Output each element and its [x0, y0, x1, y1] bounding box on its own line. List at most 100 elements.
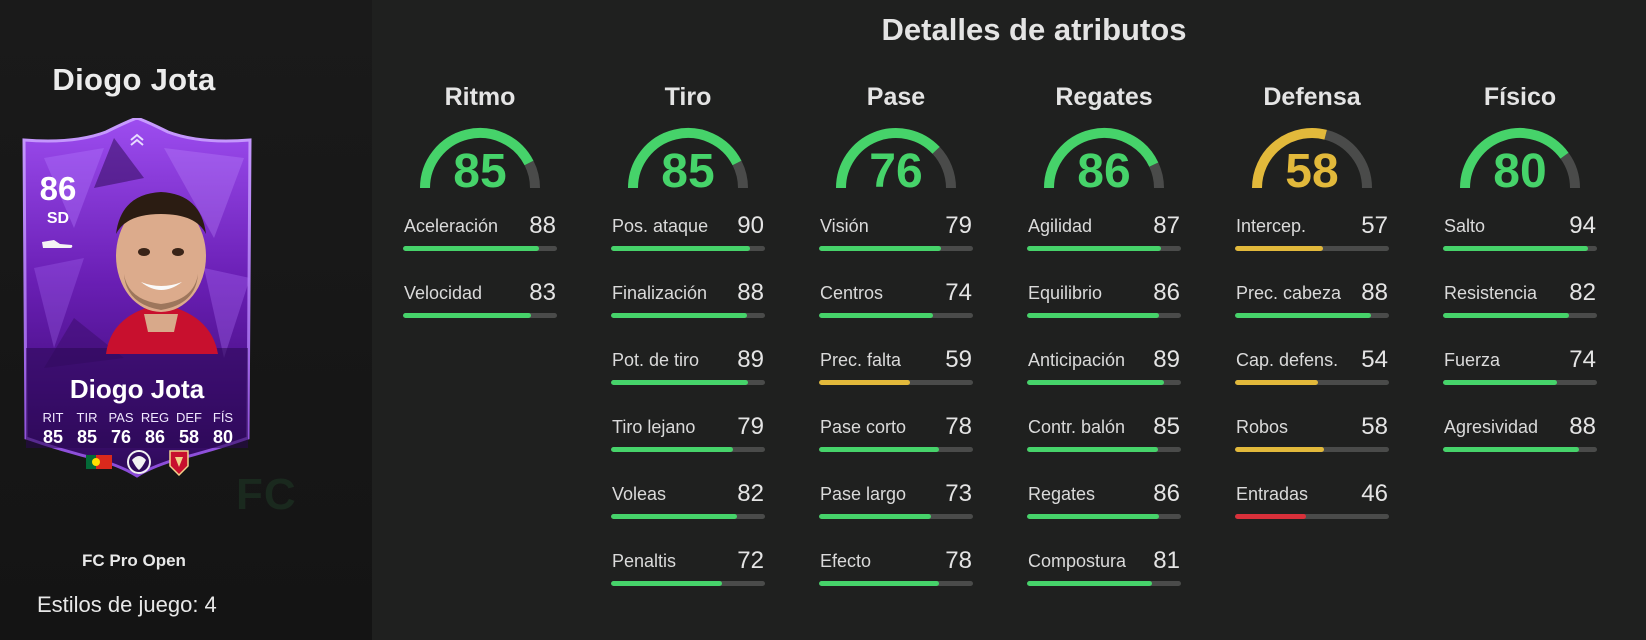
attribute-row[interactable]: Pase corto 78 — [816, 412, 976, 479]
attribute-bar — [819, 246, 973, 251]
attribute-row[interactable]: Resistencia 82 — [1440, 278, 1600, 345]
attribute-bar-fill — [1235, 447, 1325, 452]
attribute-bar-fill — [819, 380, 910, 385]
attribute-row[interactable]: Agresividad 88 — [1440, 412, 1600, 479]
attribute-name: Entradas — [1236, 484, 1309, 504]
attribute-row[interactable]: Prec. falta 59 — [816, 345, 976, 412]
attribute-value: 74 — [945, 279, 972, 306]
category-value: 85 — [661, 145, 715, 198]
attribute-bar-fill — [819, 514, 932, 519]
attribute-value: 83 — [529, 279, 556, 306]
attribute-row[interactable]: Efecto 78 — [816, 546, 976, 613]
attribute-row[interactable]: Aceleración 88 — [400, 211, 560, 278]
attribute-bar-fill — [1027, 313, 1160, 318]
attribute-bar-fill — [611, 246, 750, 251]
attribute-row[interactable]: Fuerza 74 — [1440, 345, 1600, 412]
attribute-value: 79 — [945, 212, 972, 239]
attribute-bar-fill — [819, 313, 933, 318]
attribute-bar-fill — [611, 313, 747, 318]
gauge-arc — [420, 128, 540, 189]
attribute-value: 81 — [1153, 547, 1180, 574]
attribute-bar-fill — [819, 581, 940, 586]
attribute-row[interactable]: Visión 79 — [816, 211, 976, 278]
attribute-row[interactable]: Pos. ataque 90 — [608, 211, 768, 278]
card-stat-rit: RIT 85 — [36, 410, 70, 448]
gauge-arc — [1460, 128, 1580, 189]
attribute-value: 46 — [1361, 480, 1388, 507]
attribute-bar-fill — [1235, 514, 1306, 519]
attribute-details-panel: Detalles de atributos Ritmo 85 Aceleración… — [372, 0, 1646, 640]
card-stat-value: 76 — [110, 427, 132, 447]
gauge-arc — [1044, 128, 1164, 189]
category-regates: Regates 86 Agilidad 87 Equilibrio 86 Anticipac… — [1024, 80, 1184, 613]
player-card[interactable]: 86 SD Diogo Jota RIT 85 TIR 85 — [14, 118, 260, 490]
attribute-row[interactable]: Contr. balón 85 — [1024, 412, 1184, 479]
attribute-bar-fill — [1443, 380, 1557, 385]
attribute-row[interactable]: Entradas 46 — [1232, 479, 1392, 546]
gauge-fill — [1044, 128, 1159, 189]
attribute-bar — [403, 246, 557, 251]
attribute-bar — [819, 514, 973, 519]
attribute-row[interactable]: Salto 94 — [1440, 211, 1600, 278]
category-value: 80 — [1493, 145, 1547, 198]
attribute-row[interactable]: Robos 58 — [1232, 412, 1392, 479]
attribute-name: Agilidad — [1028, 216, 1093, 236]
category-fisico: Físico 80 Salto 94 Resistencia 82 Fuerza 74 Agre… — [1440, 80, 1600, 479]
attribute-row[interactable]: Pot. de tiro 89 — [608, 345, 768, 412]
category-gauge: 85 — [623, 124, 753, 198]
attribute-name: Tiro lejano — [612, 417, 696, 437]
attribute-name: Centros — [820, 283, 884, 303]
attribute-bar-fill — [1443, 447, 1579, 452]
attribute-row[interactable]: Voleas 82 — [608, 479, 768, 546]
attribute-row[interactable]: Tiro lejano 79 — [608, 412, 768, 479]
attribute-bar-fill — [403, 313, 531, 318]
category-title: Pase — [866, 83, 926, 111]
card-stat-label: FÍS — [212, 410, 234, 425]
attribute-row[interactable]: Regates 86 — [1024, 479, 1184, 546]
attribute-name: Penaltis — [612, 551, 677, 571]
attribute-row[interactable]: Compostura 81 — [1024, 546, 1184, 613]
player-panel: Diogo Jota — [0, 0, 372, 640]
category-gauge: 80 — [1455, 124, 1585, 198]
category-defensa: Defensa 58 Intercep. 57 Prec. cabeza 88 Cap. d… — [1232, 80, 1392, 546]
attribute-value: 89 — [737, 346, 764, 373]
attribute-bar-fill — [819, 246, 941, 251]
playstyles-count[interactable]: Estilos de juego: 4 — [37, 592, 217, 617]
card-stat-label: TIR — [76, 410, 98, 425]
attribute-row[interactable]: Velocidad 83 — [400, 278, 560, 345]
attribute-name: Pase largo — [820, 484, 907, 504]
attribute-row[interactable]: Prec. cabeza 88 — [1232, 278, 1392, 345]
attribute-value: 59 — [945, 346, 972, 373]
attribute-row[interactable]: Anticipación 89 — [1024, 345, 1184, 412]
attribute-row[interactable]: Penaltis 72 — [608, 546, 768, 613]
attribute-row[interactable]: Agilidad 87 — [1024, 211, 1184, 278]
attribute-row[interactable]: Finalización 88 — [608, 278, 768, 345]
attribute-bar-fill — [403, 246, 539, 251]
category-pase: Pase 76 Visión 79 Centros 74 Prec. falta 59 Pase… — [816, 80, 976, 613]
card-stat-value: 86 — [144, 427, 166, 447]
card-stat-label: RIT — [42, 410, 64, 425]
attribute-bar — [819, 447, 973, 452]
attribute-row[interactable]: Intercep. 57 — [1232, 211, 1392, 278]
card-stat-pas: PAS 76 — [104, 410, 138, 448]
liverpool-crest-icon — [169, 450, 189, 476]
attribute-name: Prec. falta — [820, 350, 902, 370]
gauge-track — [1149, 162, 1164, 189]
card-position: SD — [46, 210, 70, 227]
portugal-flag-icon — [86, 455, 112, 469]
attribute-row[interactable]: Centros 74 — [816, 278, 976, 345]
attribute-value: 78 — [945, 547, 972, 574]
card-stat-label: REG — [140, 410, 170, 425]
attribute-row[interactable]: Cap. defens. 54 — [1232, 345, 1392, 412]
attribute-name: Finalización — [612, 283, 708, 303]
attribute-row[interactable]: Pase largo 73 — [816, 479, 976, 546]
attribute-row[interactable]: Equilibrio 86 — [1024, 278, 1184, 345]
attribute-name: Prec. cabeza — [1236, 283, 1342, 303]
category-gauge: 86 — [1039, 124, 1169, 198]
attribute-name: Equilibrio — [1028, 283, 1103, 303]
attribute-name: Regates — [1028, 484, 1096, 504]
attribute-name: Voleas — [612, 484, 667, 504]
attribute-name: Contr. balón — [1028, 417, 1126, 437]
attribute-value: 79 — [737, 413, 764, 440]
category-gauge: 76 — [831, 124, 961, 198]
